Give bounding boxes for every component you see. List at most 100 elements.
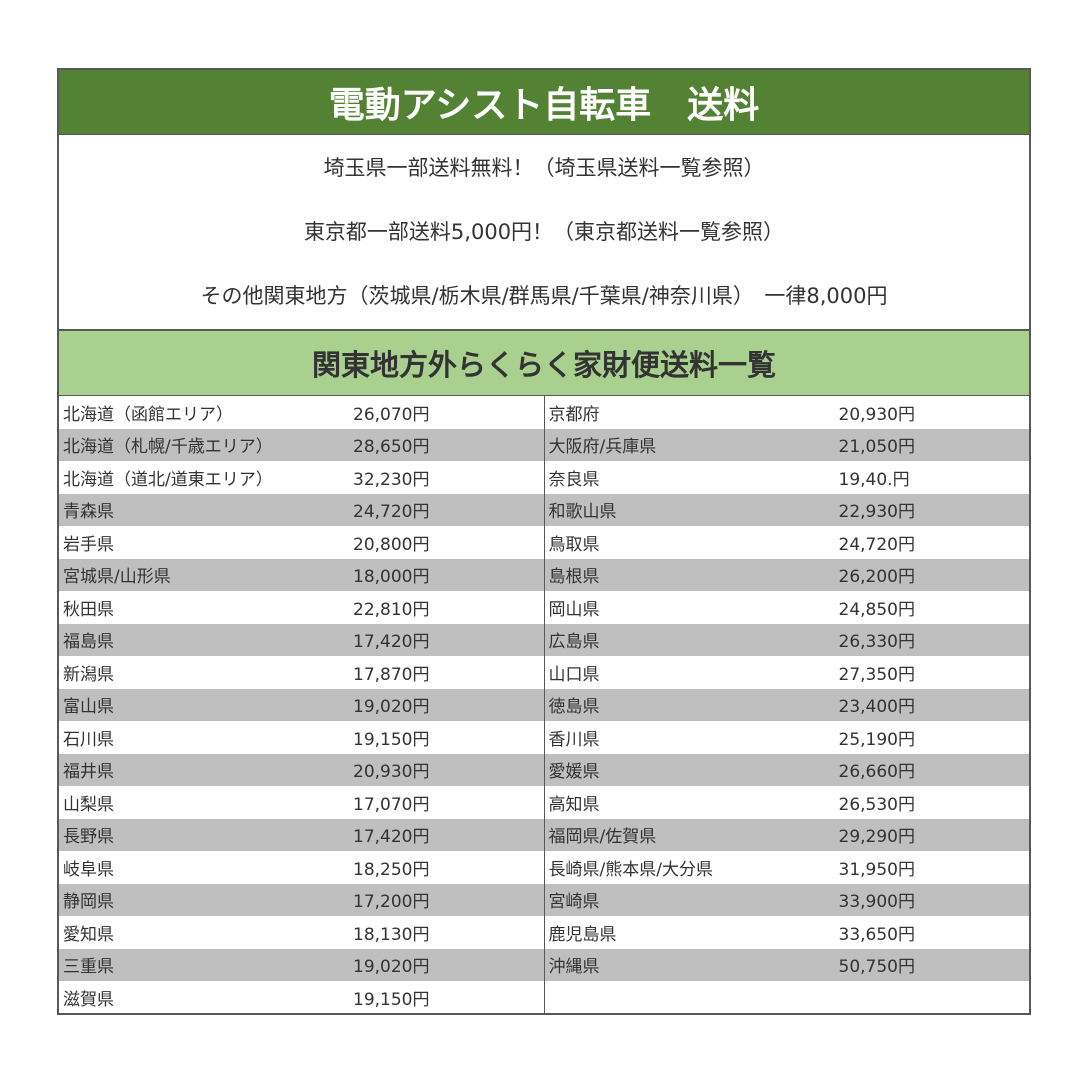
table-row: 岩手県 20,800円 — [59, 526, 544, 559]
info-section: 埼玉県一部送料無料！（埼玉県送料一覧参照） 東京都一部送料5,000円！（東京都… — [59, 135, 1029, 329]
table-row — [545, 981, 1030, 1014]
shipping-price: 17,870円 — [353, 664, 430, 685]
table-row: 鳥取県 24,720円 — [545, 526, 1030, 559]
shipping-price: 28,650円 — [353, 437, 430, 458]
shipping-price: 19,150円 — [353, 729, 430, 750]
info-kanto-other: その他関東地方（茨城県/栃木県/群馬県/千葉県/神奈川県） 一律8,000円 — [200, 284, 888, 308]
shipping-price: 20,930円 — [838, 404, 915, 425]
shipping-price: 27,350円 — [838, 664, 915, 685]
table-row: 広島県 26,330円 — [544, 623, 1029, 656]
table-row: 和歌山県 22,930円 — [544, 493, 1029, 526]
table-row: 奈良県 19,40.円 — [545, 461, 1030, 494]
table-row: 三重県 19,020円 — [59, 948, 544, 981]
table-row: 福井県 20,930円 — [59, 753, 544, 786]
table-row: 沖縄県 50,750円 — [544, 948, 1029, 981]
shipping-table: 電動アシスト自転車 送料 埼玉県一部送料無料！（埼玉県送料一覧参照） 東京都一部… — [57, 68, 1031, 1015]
region-name: 富山県 — [63, 697, 114, 718]
region-name: 岩手県 — [63, 534, 114, 555]
region-name: 愛知県 — [63, 924, 114, 945]
table-row: 長崎県/熊本県/大分県 31,950円 — [545, 851, 1030, 884]
shipping-price: 17,420円 — [353, 827, 430, 848]
table-row: 大阪府/兵庫県 21,050円 — [544, 428, 1029, 461]
table-row: 滋賀県 19,150円 — [59, 981, 544, 1014]
region-name: 京都府 — [548, 404, 600, 425]
shipping-price: 23,400円 — [838, 697, 915, 718]
region-name: 山梨県 — [63, 794, 114, 815]
region-name: 奈良県 — [548, 469, 600, 490]
page-title: 電動アシスト自転車 送料 — [59, 70, 1029, 135]
table-row: 岐阜県 18,250円 — [59, 851, 544, 884]
shipping-price: 24,720円 — [838, 534, 915, 555]
table-row: 長野県 17,420円 — [59, 818, 544, 851]
region-name: 鳥取県 — [548, 534, 600, 555]
rate-grid: 北海道（函館エリア） 26,070円 北海道（札幌/千歳エリア） 28,650円 北海道… — [59, 396, 1029, 1014]
region-name: 和歌山県 — [548, 502, 617, 523]
region-name: 福島県 — [63, 632, 114, 653]
table-row: 北海道（道北/道東エリア） 32,230円 — [59, 461, 544, 494]
shipping-price: 26,330円 — [838, 632, 915, 653]
shipping-price: 19,020円 — [353, 957, 430, 978]
table-row: 宮崎県 33,900円 — [544, 883, 1029, 916]
table-row: 北海道（函館エリア） 26,070円 — [59, 396, 544, 429]
table-row: 京都府 20,930円 — [545, 396, 1030, 429]
table-row: 愛知県 18,130円 — [59, 916, 544, 949]
shipping-price: 22,810円 — [353, 599, 430, 620]
region-name: 宮崎県 — [548, 892, 600, 913]
shipping-price: 33,650円 — [838, 924, 915, 945]
table-row: 宮城県/山形県 18,000円 — [59, 558, 544, 591]
region-name: 岡山県 — [548, 599, 600, 620]
shipping-price: 19,150円 — [353, 989, 430, 1010]
table-row: 静岡県 17,200円 — [59, 883, 544, 916]
shipping-price: 19,40.円 — [838, 469, 910, 490]
shipping-price: 24,720円 — [353, 502, 430, 523]
region-name: 香川県 — [548, 729, 600, 750]
shipping-price: 21,050円 — [838, 437, 915, 458]
region-name: 沖縄県 — [548, 957, 600, 978]
region-name: 福岡県/佐賀県 — [548, 827, 657, 848]
info-tokyo: 東京都一部送料5,000円！（東京都送料一覧参照） — [303, 220, 785, 244]
shipping-price: 18,000円 — [353, 567, 430, 588]
region-name: 長崎県/熊本県/大分県 — [548, 859, 713, 880]
region-name: 滋賀県 — [63, 989, 114, 1010]
table-row: 秋田県 22,810円 — [59, 591, 544, 624]
region-name: 石川県 — [63, 729, 114, 750]
region-name: 徳島県 — [548, 697, 600, 718]
region-name: 高知県 — [548, 794, 600, 815]
info-saitama: 埼玉県一部送料無料！（埼玉県送料一覧参照） — [323, 156, 765, 180]
table-row: 高知県 26,530円 — [545, 786, 1030, 819]
shipping-price: 25,190円 — [838, 729, 915, 750]
shipping-price: 29,290円 — [838, 827, 915, 848]
region-name: 鹿児島県 — [548, 924, 617, 945]
right-column: 京都府 20,930円大阪府/兵庫県 21,050円奈良県 19,40.円和歌山県 22… — [544, 396, 1030, 1014]
region-name: 宮城県/山形県 — [63, 567, 171, 588]
region-name: 岐阜県 — [63, 859, 114, 880]
region-name: 福井県 — [63, 762, 114, 783]
region-name: 山口県 — [548, 664, 600, 685]
region-name: 青森県 — [63, 502, 114, 523]
table-row: 石川県 19,150円 — [59, 721, 544, 754]
shipping-price: 17,200円 — [353, 892, 430, 913]
table-row: 鹿児島県 33,650円 — [545, 916, 1030, 949]
table-row: 徳島県 23,400円 — [544, 688, 1029, 721]
table-row: 愛媛県 26,660円 — [544, 753, 1029, 786]
region-name: 広島県 — [548, 632, 600, 653]
shipping-price: 18,130円 — [353, 924, 430, 945]
table-row: 島根県 26,200円 — [544, 558, 1029, 591]
shipping-price: 19,020円 — [353, 697, 430, 718]
shipping-price: 31,950円 — [838, 859, 915, 880]
table-row: 山口県 27,350円 — [545, 656, 1030, 689]
table-row: 福岡県/佐賀県 29,290円 — [544, 818, 1029, 851]
region-name: 静岡県 — [63, 892, 114, 913]
left-column: 北海道（函館エリア） 26,070円 北海道（札幌/千歳エリア） 28,650円 北海道… — [59, 396, 545, 1014]
shipping-price: 50,750円 — [838, 957, 915, 978]
shipping-price: 26,200円 — [838, 567, 915, 588]
shipping-price: 26,070円 — [353, 404, 430, 425]
shipping-price: 32,230円 — [353, 469, 430, 490]
table-row: 岡山県 24,850円 — [545, 591, 1030, 624]
region-name: 三重県 — [63, 957, 114, 978]
region-name: 北海道（道北/道東エリア） — [63, 469, 273, 490]
shipping-price: 20,800円 — [353, 534, 430, 555]
region-name: 長野県 — [63, 827, 114, 848]
table-row: 青森県 24,720円 — [59, 493, 544, 526]
shipping-price: 26,660円 — [838, 762, 915, 783]
